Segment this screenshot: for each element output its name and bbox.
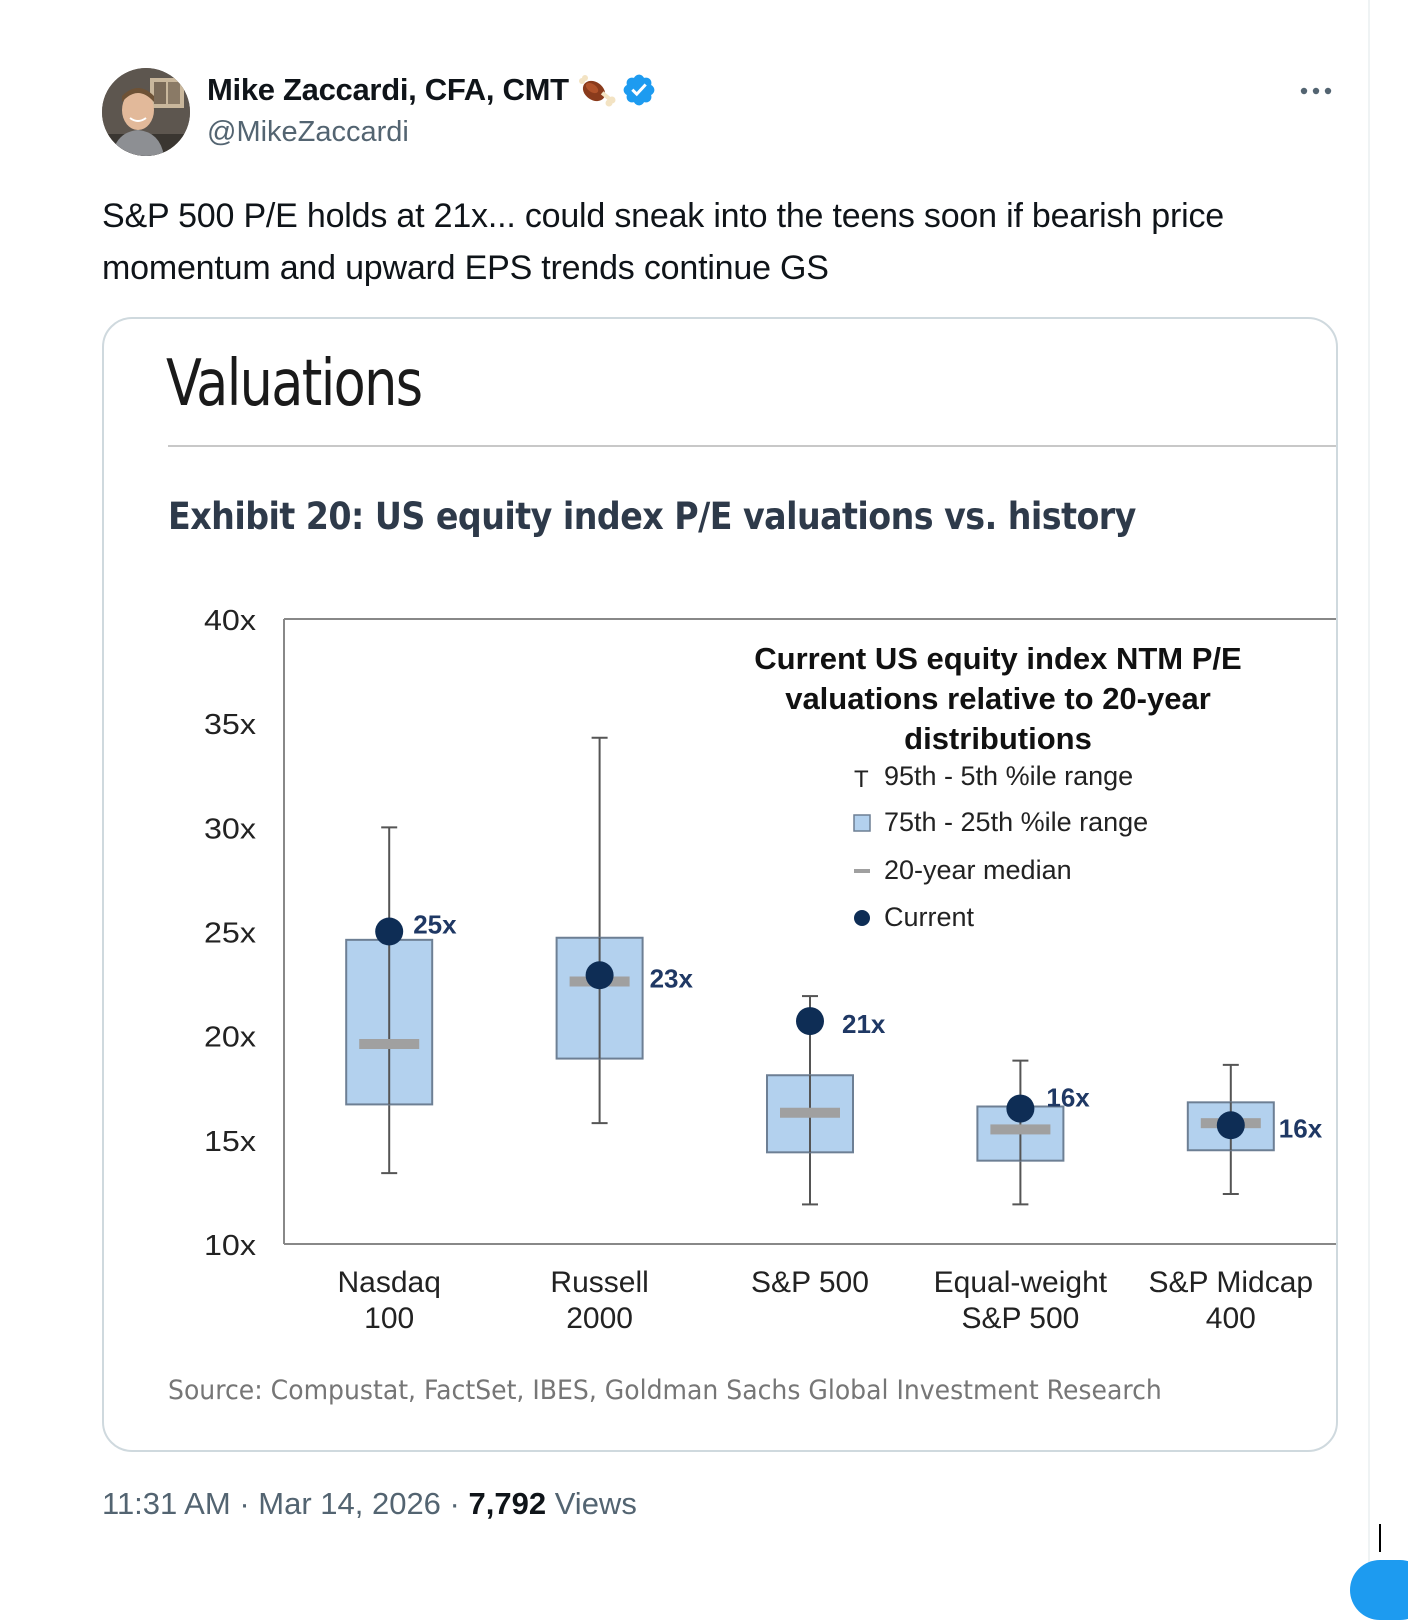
current-value-label: 23x <box>650 963 694 993</box>
text-cursor <box>1379 1524 1381 1552</box>
annotation-title-line: valuations relative to 20-year <box>785 681 1211 716</box>
current-point <box>585 961 614 990</box>
legend-whisker-icon: T <box>854 766 869 793</box>
annotation-title-line: Current US equity index NTM P/E <box>754 641 1241 676</box>
more-icon[interactable] <box>1296 76 1336 106</box>
legend-median-icon <box>854 869 870 873</box>
meta-separator: · <box>449 1486 469 1521</box>
legend-entry: Current <box>884 902 975 932</box>
compose-button-edge[interactable] <box>1350 1560 1408 1620</box>
x-category-label: S&P Midcap <box>1149 1266 1314 1299</box>
avatar[interactable] <box>102 68 190 156</box>
x-category-label: Nasdaq <box>337 1266 440 1299</box>
current-value-label: 16x <box>1046 1083 1090 1113</box>
y-tick-label: 35x <box>204 709 257 741</box>
legend-entry: 20-year median <box>884 855 1072 885</box>
current-point <box>1006 1094 1035 1123</box>
y-tick-label: 25x <box>204 918 257 950</box>
x-category-label: Equal-weight <box>934 1266 1108 1299</box>
x-category-label: 2000 <box>566 1302 633 1335</box>
views-label: Views <box>554 1486 637 1521</box>
chart-title: Exhibit 20: US equity index P/E valuatio… <box>168 495 1136 538</box>
handle[interactable]: @MikeZaccardi <box>207 116 409 148</box>
tweet-meta: 11:31 AM · Mar 14, 2026 · 7,792 Views <box>102 1486 637 1522</box>
source-note: Source: Compustat, FactSet, IBES, Goldma… <box>168 1375 1162 1406</box>
views-count: 7,792 <box>468 1486 547 1521</box>
tweet-date[interactable]: Mar 14, 2026 <box>258 1486 441 1521</box>
x-category-label: S&P 500 <box>751 1266 869 1299</box>
current-point <box>796 1007 824 1036</box>
tweet-time[interactable]: 11:31 AM <box>102 1486 231 1521</box>
median-bar <box>990 1124 1051 1135</box>
verified-badge-icon[interactable] <box>621 72 657 108</box>
x-category-label: S&P 500 <box>961 1302 1079 1335</box>
y-tick-label: 40x <box>204 605 257 637</box>
current-point <box>1216 1111 1245 1140</box>
meat-on-bone-icon <box>578 75 616 107</box>
median-bar <box>780 1107 840 1118</box>
legend-box-icon <box>853 814 871 832</box>
x-category-label: Russell <box>550 1266 648 1299</box>
current-value-label: 25x <box>413 910 457 940</box>
tweet-text: S&P 500 P/E holds at 21x... could sneak … <box>102 197 1224 287</box>
column-divider <box>1368 0 1370 1582</box>
legend-entry: 95th - 5th %ile range <box>884 761 1133 791</box>
y-tick-label: 15x <box>204 1126 257 1158</box>
x-category-label: 400 <box>1206 1302 1256 1335</box>
title-rule <box>168 445 1336 447</box>
section-title: Valuations <box>166 347 423 421</box>
current-value-label: 16x <box>1279 1113 1323 1143</box>
legend-current-icon <box>854 910 870 926</box>
tweet-media-image[interactable]: Valuations Exhibit 20: US equity index P… <box>102 317 1338 1452</box>
y-tick-label: 20x <box>204 1022 257 1054</box>
author-name-row: Mike Zaccardi, CFA, CMT <box>207 70 657 110</box>
meta-separator: · <box>239 1486 259 1521</box>
display-name[interactable]: Mike Zaccardi, CFA, CMT <box>207 72 569 107</box>
current-value-label: 21x <box>842 1009 886 1039</box>
y-tick-label: 10x <box>204 1230 257 1262</box>
y-tick-label: 30x <box>204 813 257 845</box>
x-category-label: 100 <box>364 1302 414 1335</box>
legend-entry: 75th - 25th %ile range <box>884 807 1148 837</box>
median-bar <box>359 1039 420 1049</box>
annotation-title-line: distributions <box>904 721 1092 756</box>
current-point <box>375 917 404 946</box>
